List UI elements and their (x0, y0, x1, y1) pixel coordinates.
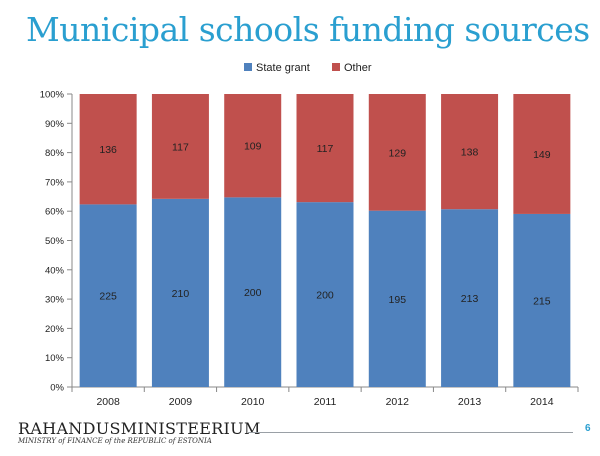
page-title: Municipal schools funding sources (26, 10, 590, 49)
data-label-other-2013: 138 (461, 147, 479, 159)
y-tick-label: 70% (45, 177, 65, 188)
x-tick-label-2012: 2012 (386, 396, 410, 408)
bar-state-grant-2010 (224, 197, 282, 387)
bar-state-grant-2009 (151, 198, 209, 387)
data-label-other-2012: 129 (389, 147, 407, 159)
data-label-state-grant-2010: 200 (244, 287, 262, 299)
page-number: 6 (585, 423, 591, 434)
data-label-other-2009: 117 (172, 141, 189, 153)
ministry-logo-subtext: MINISTRY of FINANCE of the REPUBLIC of E… (18, 437, 212, 445)
bar-other-2014 (513, 94, 571, 214)
bar-state-grant-2011 (296, 202, 354, 387)
bar-other-2011 (296, 94, 354, 203)
bar-other-2009 (151, 94, 209, 199)
bar-state-grant-2012 (368, 210, 426, 387)
data-label-state-grant-2011: 200 (316, 290, 334, 302)
data-label-other-2014: 149 (533, 149, 551, 161)
y-tick-label: 80% (45, 148, 65, 159)
x-tick-label-2010: 2010 (241, 396, 265, 408)
bar-other-2012 (368, 94, 426, 211)
x-tick-label-2008: 2008 (96, 396, 120, 408)
bar-other-2008 (79, 94, 137, 205)
x-tick-label-2014: 2014 (530, 396, 554, 408)
y-tick-label: 50% (45, 236, 65, 247)
y-tick-label: 90% (45, 119, 65, 130)
bar-other-2010 (224, 94, 282, 198)
data-label-other-2011: 117 (317, 143, 334, 155)
data-label-other-2008: 136 (99, 144, 117, 156)
y-tick-label: 60% (45, 207, 65, 218)
y-tick-label: 0% (50, 383, 64, 394)
y-tick-label: 30% (45, 295, 65, 306)
y-tick-label: 20% (45, 324, 65, 335)
data-label-state-grant-2014: 215 (533, 295, 551, 307)
x-tick-label-2011: 2011 (314, 396, 337, 408)
y-tick-label: 40% (45, 265, 65, 276)
data-label-state-grant-2013: 213 (461, 293, 479, 305)
data-label-state-grant-2012: 195 (389, 294, 407, 306)
legend-swatch-1 (332, 63, 340, 71)
ministry-logo: RAHANDUSMINISTEERIUM (18, 419, 261, 438)
footer-divider (248, 432, 573, 433)
x-tick-label-2013: 2013 (458, 396, 482, 408)
legend-swatch-0 (244, 63, 252, 71)
data-label-other-2010: 109 (244, 141, 262, 153)
x-tick-label-2009: 2009 (169, 396, 193, 408)
y-tick-label: 10% (45, 353, 65, 364)
y-tick-label: 100% (40, 90, 65, 101)
data-label-state-grant-2008: 225 (99, 291, 117, 303)
bar-state-grant-2008 (79, 204, 137, 387)
bar-state-grant-2013 (441, 209, 499, 387)
bar-state-grant-2014 (513, 213, 571, 387)
data-label-state-grant-2009: 210 (172, 288, 190, 300)
legend-label-0: State grant (256, 62, 310, 74)
legend-label-1: Other (344, 62, 372, 74)
bar-other-2013 (441, 94, 499, 210)
